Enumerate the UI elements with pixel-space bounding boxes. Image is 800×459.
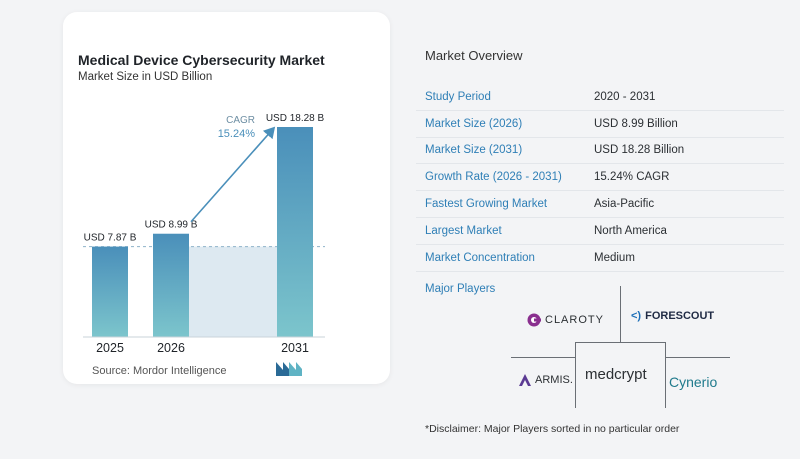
row-value: USD 8.99 Billion — [594, 117, 678, 130]
overview-row-concentration: Market Concentration Medium — [416, 245, 784, 272]
row-value: Asia-Pacific — [594, 198, 655, 211]
major-players-title: Major Players — [425, 283, 496, 295]
overview-row-study-period: Study Period 2020 - 2031 — [416, 84, 784, 111]
mordor-logo — [276, 362, 302, 376]
bar-2031 — [277, 127, 313, 337]
data-label: USD 8.99 B — [145, 220, 198, 231]
cagr-label: CAGR — [226, 115, 255, 126]
overview-title: Market Overview — [425, 48, 523, 63]
row-label: Market Concentration — [425, 251, 535, 264]
row-label: Market Size (2026) — [425, 117, 523, 130]
overview-row-largest-market: Largest Market North America — [416, 218, 784, 245]
row-value: North America — [594, 224, 667, 237]
x-tick-label: 2025 — [96, 341, 124, 355]
player-armis: ARMIS. — [519, 374, 573, 386]
player-name: FORESCOUT — [645, 310, 715, 322]
grid-divider — [666, 357, 730, 358]
overview-row-size-2031: Market Size (2031) USD 18.28 Billion — [416, 138, 784, 165]
data-label: USD 7.87 B — [84, 233, 137, 244]
row-value: 2020 - 2031 — [594, 90, 656, 103]
row-value: Medium — [594, 251, 635, 264]
row-value: USD 18.28 Billion — [594, 144, 685, 157]
bar-chart: USD 7.87 B 2025 USD 8.99 B 2026 USD 18.28 B 2… — [83, 113, 325, 355]
player-name: medcrypt — [585, 366, 647, 383]
row-label: Largest Market — [425, 224, 502, 237]
grid-divider — [575, 342, 666, 343]
overview-row-fastest-growing: Fastest Growing Market Asia-Pacific — [416, 191, 784, 218]
chart-subtitle: Market Size in USD Billion — [78, 71, 213, 83]
chart-title: Medical Device Cybersecurity Market — [78, 52, 325, 68]
overview-row-size-2026: Market Size (2026) USD 8.99 Billion — [416, 111, 784, 138]
x-tick-label: 2031 — [281, 341, 309, 355]
player-medcrypt: medcrypt — [585, 366, 647, 383]
cagr-arrow — [190, 126, 276, 223]
grid-divider — [575, 342, 576, 408]
row-label: Market Size (2031) — [425, 144, 523, 157]
x-tick-label: 2026 — [157, 341, 185, 355]
data-label: USD 18.28 B — [266, 113, 325, 124]
source-text: Source: Mordor Intelligence — [92, 365, 227, 377]
row-label: Study Period — [425, 90, 491, 103]
grid-divider — [665, 342, 666, 408]
forescout-logo-icon: <) — [631, 310, 642, 322]
row-label: Fastest Growing Market — [425, 198, 548, 211]
bar-2025 — [92, 246, 128, 337]
bar-2026 — [153, 233, 189, 337]
disclaimer-text: *Disclaimer: Major Players sorted in no … — [425, 423, 680, 435]
player-name: CLAROTY — [545, 314, 604, 326]
player-cynerio: Cynerio — [669, 374, 717, 390]
row-value: 15.24% CAGR — [594, 171, 670, 184]
claroty-logo-icon — [527, 313, 541, 327]
row-label: Growth Rate (2026 - 2031) — [425, 171, 562, 184]
grid-divider — [620, 286, 621, 342]
reference-band — [189, 246, 277, 337]
overview-table: Study Period 2020 - 2031 Market Size (20… — [416, 84, 784, 272]
overview-row-growth-rate: Growth Rate (2026 - 2031) 15.24% CAGR — [416, 164, 784, 192]
cagr-value: 15.24% — [218, 128, 256, 140]
grid-divider — [511, 357, 575, 358]
player-forescout: <) FORESCOUT — [631, 310, 714, 322]
player-name: ARMIS. — [535, 374, 573, 386]
player-claroty: CLAROTY — [527, 313, 604, 327]
armis-logo-icon — [519, 374, 531, 386]
player-name: Cynerio — [669, 374, 718, 390]
